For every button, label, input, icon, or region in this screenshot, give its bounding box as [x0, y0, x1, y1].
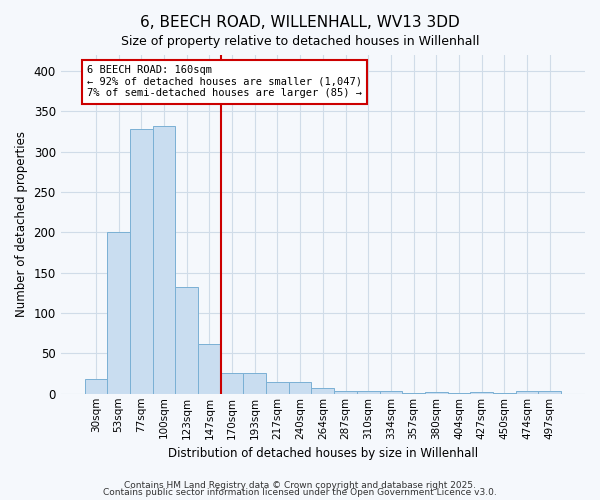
Bar — [425, 392, 448, 394]
Bar — [85, 379, 107, 394]
Bar — [289, 382, 311, 394]
Bar — [470, 392, 493, 394]
Bar — [402, 393, 425, 394]
Bar — [198, 344, 221, 394]
Bar — [538, 390, 561, 394]
Bar — [448, 393, 470, 394]
Text: Contains public sector information licensed under the Open Government Licence v3: Contains public sector information licen… — [103, 488, 497, 497]
Bar — [221, 373, 244, 394]
Bar — [311, 388, 334, 394]
Text: Size of property relative to detached houses in Willenhall: Size of property relative to detached ho… — [121, 35, 479, 48]
X-axis label: Distribution of detached houses by size in Willenhall: Distribution of detached houses by size … — [168, 447, 478, 460]
Bar — [266, 382, 289, 394]
Bar — [516, 390, 538, 394]
Bar — [107, 232, 130, 394]
Bar — [357, 390, 380, 394]
Text: 6 BEECH ROAD: 160sqm
← 92% of detached houses are smaller (1,047)
7% of semi-det: 6 BEECH ROAD: 160sqm ← 92% of detached h… — [87, 65, 362, 98]
Y-axis label: Number of detached properties: Number of detached properties — [15, 132, 28, 318]
Bar — [493, 393, 516, 394]
Bar — [380, 392, 402, 394]
Bar — [244, 373, 266, 394]
Bar — [175, 288, 198, 394]
Bar — [152, 126, 175, 394]
Text: 6, BEECH ROAD, WILLENHALL, WV13 3DD: 6, BEECH ROAD, WILLENHALL, WV13 3DD — [140, 15, 460, 30]
Bar — [130, 129, 152, 394]
Text: Contains HM Land Registry data © Crown copyright and database right 2025.: Contains HM Land Registry data © Crown c… — [124, 480, 476, 490]
Bar — [334, 390, 357, 394]
